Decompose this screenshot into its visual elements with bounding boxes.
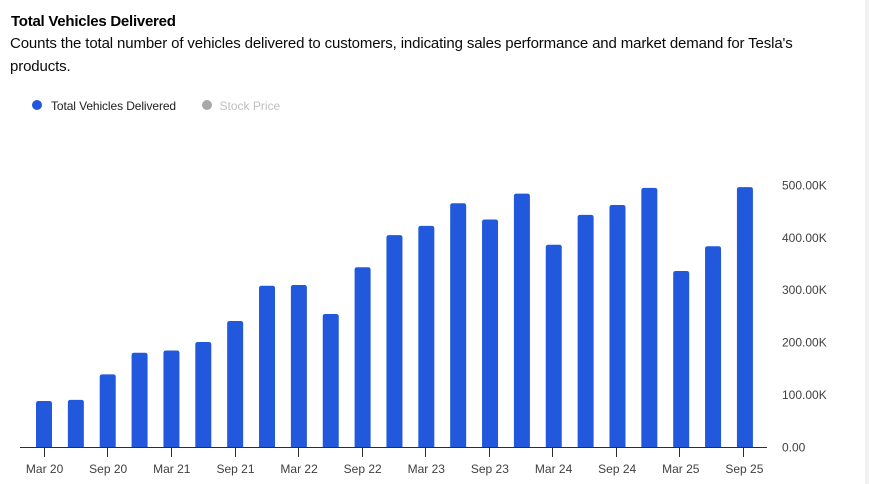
svg-text:Sep 23: Sep 23 — [471, 462, 509, 476]
svg-text:0.00: 0.00 — [782, 440, 806, 454]
svg-text:Sep 20: Sep 20 — [89, 462, 127, 476]
svg-text:Mar 25: Mar 25 — [662, 462, 700, 476]
svg-text:100.00K: 100.00K — [782, 388, 827, 402]
svg-text:300.00K: 300.00K — [782, 283, 827, 297]
svg-text:500.00K: 500.00K — [782, 179, 827, 193]
svg-text:200.00K: 200.00K — [782, 336, 827, 350]
svg-text:Mar 24: Mar 24 — [535, 462, 573, 476]
svg-text:Sep 25: Sep 25 — [725, 462, 763, 476]
svg-text:Sep 22: Sep 22 — [344, 462, 382, 476]
svg-text:Mar 20: Mar 20 — [26, 462, 64, 476]
svg-text:Mar 23: Mar 23 — [408, 462, 446, 476]
svg-text:Mar 22: Mar 22 — [280, 462, 318, 476]
svg-text:Sep 21: Sep 21 — [216, 462, 254, 476]
svg-text:Mar 21: Mar 21 — [153, 462, 191, 476]
svg-text:400.00K: 400.00K — [782, 231, 827, 245]
svg-text:Sep 24: Sep 24 — [598, 462, 636, 476]
